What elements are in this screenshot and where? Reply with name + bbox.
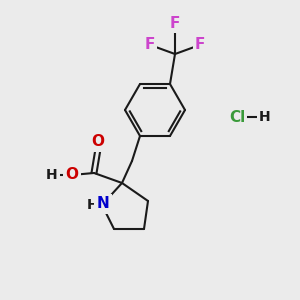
Text: O: O (65, 167, 79, 182)
Text: N: N (97, 196, 110, 211)
Text: H: H (46, 168, 58, 182)
Text: H: H (259, 110, 271, 124)
Text: F: F (145, 37, 155, 52)
Text: Cl: Cl (229, 110, 245, 124)
Text: H: H (87, 198, 99, 212)
Text: O: O (92, 134, 104, 149)
Text: F: F (170, 16, 180, 31)
Text: F: F (195, 37, 205, 52)
